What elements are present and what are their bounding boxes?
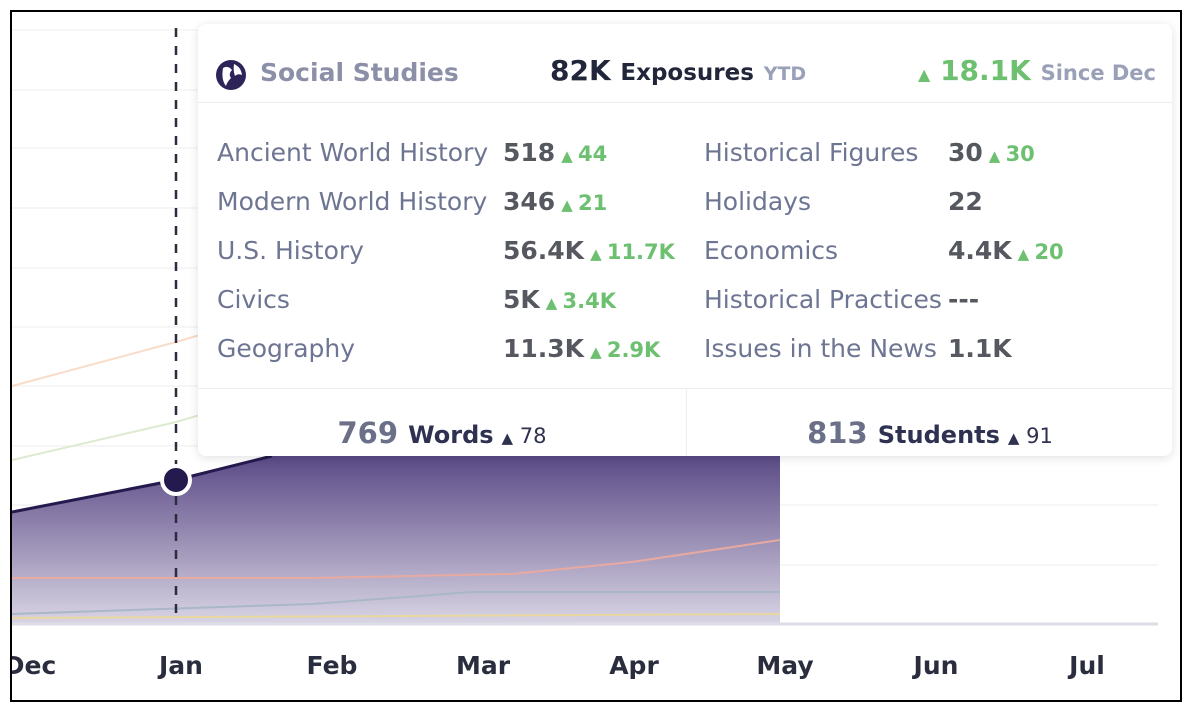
up-icon: ▲ [561, 196, 578, 214]
exposures: 82K Exposures YTD [550, 54, 806, 87]
topic-change: ▲ 20 [1018, 240, 1064, 264]
topic-value: 22 [948, 187, 983, 216]
students-change: ▲ 91 [1007, 424, 1053, 448]
topic-change: ▲ 2.9K [590, 338, 660, 362]
topic-change: ▲ 30 [989, 142, 1035, 166]
x-tick-label: Feb [307, 651, 358, 680]
students: 813 Students ▲ 91 [807, 416, 1053, 450]
topic-name: Ancient World History [217, 138, 489, 167]
topic-value-text: 518 [503, 138, 556, 167]
topic-name: Holidays [704, 187, 811, 216]
words-change: ▲ 78 [501, 424, 547, 448]
subject: Social Studies [260, 58, 459, 87]
change-value: 18.1K [940, 54, 1031, 87]
topic-value-text: 5K [503, 285, 540, 314]
words-value: 769 [337, 416, 399, 450]
topic-change: ▲ 44 [561, 142, 607, 166]
topic-change-value: 2.9K [606, 338, 661, 362]
x-tick-label: Jan [157, 651, 203, 680]
topic-change-value: 3.4K [562, 289, 617, 313]
topic-change: ▲ 11.7K [590, 240, 675, 264]
topic-value: 1.1K [948, 334, 1012, 363]
x-tick-label: Apr [609, 651, 659, 680]
topic-change-value: 30 [1005, 142, 1035, 166]
up-icon: ▲ [1017, 245, 1035, 263]
topic-name: Issues in the News [704, 334, 937, 363]
topic-name: Historical Figures [704, 138, 919, 167]
subject-icon [216, 60, 246, 90]
up-icon: ▲ [590, 245, 607, 263]
up-icon: ▲ [561, 147, 578, 165]
topic-name: Historical Practices [704, 285, 942, 314]
topic-change-value: 44 [577, 142, 608, 166]
words-label: Words [408, 421, 494, 449]
x-tick-label: Jun [912, 651, 959, 680]
area [12, 456, 780, 624]
topic-value: --- [948, 285, 979, 314]
exposures-value: 82K [550, 54, 611, 87]
since: ▲ 18.1K Since Dec [918, 54, 1156, 87]
series-line [12, 539, 781, 579]
hover-point [160, 464, 192, 496]
students-label: Students [877, 421, 1000, 449]
up-icon: ▲ [918, 65, 931, 84]
up-icon: ▲ [545, 294, 563, 312]
topic-value-text: 4.4K [948, 236, 1012, 265]
series-line [12, 591, 780, 615]
topic-value-text: 1.1K [948, 334, 1012, 363]
topic-value: 11.3K ▲ 2.9K [503, 334, 660, 363]
topic-name: Geography [217, 334, 356, 363]
period: YTD [763, 63, 807, 85]
topic-change-value: 21 [577, 191, 608, 215]
topic-value: 30 ▲ 30 [948, 138, 1035, 167]
words: 769 Words ▲ 78 [337, 416, 546, 450]
topic-change: ▲ 3.4K [546, 289, 616, 313]
x-tick-label: Dec [12, 651, 56, 680]
topic-value: 346 ▲ 21 [503, 187, 607, 216]
divider [686, 388, 687, 456]
topic-value: 518 ▲ 44 [503, 138, 607, 167]
topic-name: Modern World History [217, 187, 488, 216]
topic-value: 5K ▲ 3.4K [503, 285, 616, 314]
topic-change-value: 11.7K [606, 240, 675, 264]
x-axis: Dec Jan Feb Mar Apr May Jun Jul [12, 651, 1105, 680]
topic-change: ▲ 21 [561, 191, 607, 215]
students-value: 813 [807, 416, 868, 450]
x-tick-label: Jul [1067, 651, 1105, 680]
topic-value: 4.4K ▲ 20 [948, 236, 1064, 265]
screenshot: Dec Jan Feb Mar Apr May Jun Jul Social Studies … [10, 10, 1182, 702]
students-change-value: 91 [1026, 424, 1053, 448]
topic-value-text: 11.3K [503, 334, 585, 363]
tooltip: Social Studies 82K Exposures YTD ▲ 18.1K… [198, 24, 1172, 456]
x-tick-label: Mar [456, 651, 511, 680]
up-icon: ▲ [988, 147, 1006, 165]
divider [198, 102, 1172, 103]
topic-value-text: 56.4K [503, 236, 585, 265]
topic-value-text: 22 [948, 187, 983, 216]
up-icon: ▲ [590, 343, 607, 361]
series-line [12, 613, 781, 619]
topic-value-text: --- [948, 285, 980, 314]
change-label: Since Dec [1040, 61, 1156, 85]
topic-change-value: 20 [1034, 240, 1064, 264]
topic-value-text: 346 [503, 187, 556, 216]
topic-name: Civics [217, 285, 290, 314]
x-tick-label: May [756, 651, 813, 680]
topic-value-text: 30 [948, 138, 983, 167]
words-change-value: 78 [519, 424, 547, 448]
topic-name: Economics [704, 236, 839, 265]
topic-value: 56.4K ▲ 11.7K [503, 236, 675, 265]
topic-name: U.S. History [217, 236, 364, 265]
divider [198, 388, 1172, 389]
exposures-label: Exposures [620, 60, 754, 86]
